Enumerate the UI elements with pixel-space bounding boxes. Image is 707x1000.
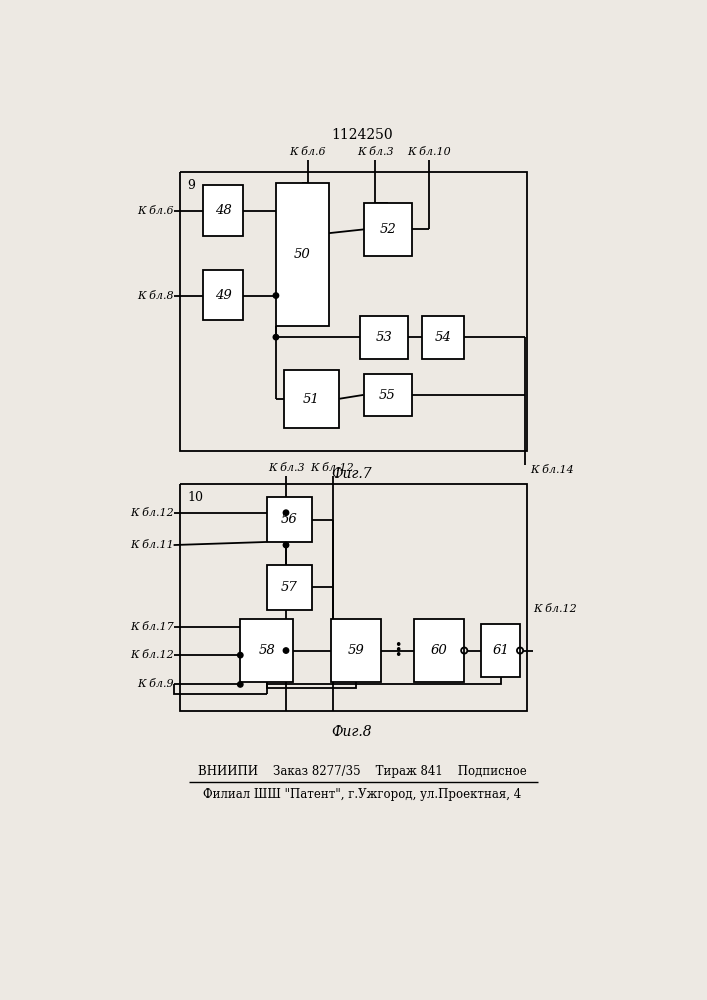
Text: 59: 59 (348, 644, 365, 657)
Text: Фиг.8: Фиг.8 (332, 725, 372, 739)
Text: 10: 10 (187, 491, 204, 504)
Bar (203, 185, 243, 235)
Text: К бл.12: К бл.12 (310, 463, 354, 473)
Text: К бл.9: К бл.9 (137, 679, 174, 689)
Circle shape (284, 542, 288, 548)
Text: 61: 61 (492, 644, 509, 657)
Bar (414, 619, 464, 682)
Circle shape (273, 334, 279, 340)
Text: ВНИИПИ    Заказ 8277/35    Тираж 841    Подписное: ВНИИПИ Заказ 8277/35 Тираж 841 Подписное (197, 765, 526, 778)
Circle shape (284, 648, 288, 653)
Text: К бл.12: К бл.12 (533, 604, 577, 614)
Text: К бл.12: К бл.12 (130, 650, 174, 660)
Text: 50: 50 (294, 248, 310, 261)
Bar (267, 565, 312, 610)
Text: •: • (394, 639, 402, 652)
Text: К бл.10: К бл.10 (407, 147, 451, 157)
Text: К бл.3: К бл.3 (268, 463, 304, 473)
Text: 52: 52 (380, 223, 397, 236)
Text: 60: 60 (431, 644, 448, 657)
Text: 54: 54 (435, 331, 451, 344)
Bar (203, 270, 243, 320)
Text: К бл.3: К бл.3 (357, 147, 393, 157)
Bar (481, 624, 520, 677)
Text: Фиг.7: Фиг.7 (332, 466, 372, 481)
Text: •: • (394, 644, 402, 657)
Text: Филиал ШШ "Патент", г.Ужгород, ул.Проектная, 4: Филиал ШШ "Патент", г.Ужгород, ул.Проект… (203, 788, 521, 801)
Bar (421, 316, 464, 359)
Bar (364, 203, 412, 256)
Circle shape (273, 293, 279, 298)
Text: 57: 57 (281, 581, 298, 594)
Text: 55: 55 (379, 389, 396, 402)
Text: 58: 58 (258, 644, 275, 657)
Text: 9: 9 (187, 179, 195, 192)
Text: К бл.12: К бл.12 (130, 508, 174, 518)
Text: 48: 48 (215, 204, 232, 217)
Text: 1124250: 1124250 (331, 128, 393, 142)
Text: К бл.17: К бл.17 (130, 622, 174, 632)
Text: 51: 51 (303, 393, 320, 406)
Text: 49: 49 (215, 289, 232, 302)
Bar (363, 374, 411, 416)
Circle shape (284, 510, 288, 515)
Text: К бл.6: К бл.6 (289, 147, 326, 157)
Circle shape (238, 682, 243, 687)
Text: К бл.11: К бл.11 (130, 540, 174, 550)
Text: К бл.8: К бл.8 (137, 291, 174, 301)
Bar (276, 183, 329, 326)
Bar (360, 316, 408, 359)
Text: •: • (394, 649, 402, 662)
Bar (331, 619, 381, 682)
Bar (284, 370, 339, 428)
Text: К бл.6: К бл.6 (137, 206, 174, 216)
Text: К бл.14: К бл.14 (530, 465, 574, 475)
Bar (267, 497, 312, 542)
Bar (240, 619, 293, 682)
Text: 53: 53 (375, 331, 392, 344)
Circle shape (238, 652, 243, 658)
Text: 56: 56 (281, 513, 298, 526)
